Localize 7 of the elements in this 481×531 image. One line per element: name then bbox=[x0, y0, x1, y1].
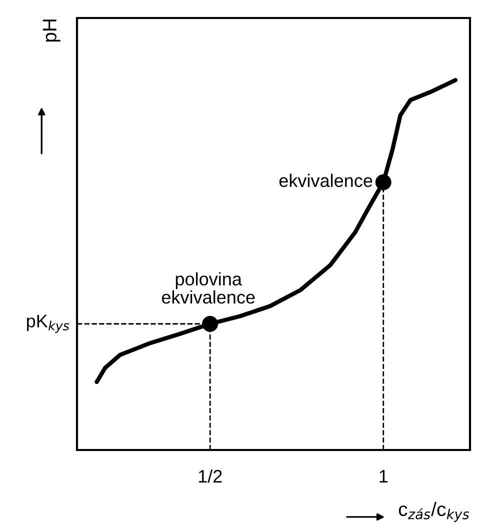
annotation: ekvivalence bbox=[279, 174, 372, 188]
x-tick-label: 1/2 bbox=[198, 469, 222, 483]
x-tick-label: 1 bbox=[380, 470, 388, 483]
annotation: polovina ekvivalence bbox=[162, 272, 255, 304]
ref-line-label: pK$_{kys}$ bbox=[27, 314, 70, 333]
x-axis-title: c$_{zás}$/c$_{kys}$ bbox=[398, 502, 470, 522]
y-axis-title: pH bbox=[42, 20, 60, 42]
